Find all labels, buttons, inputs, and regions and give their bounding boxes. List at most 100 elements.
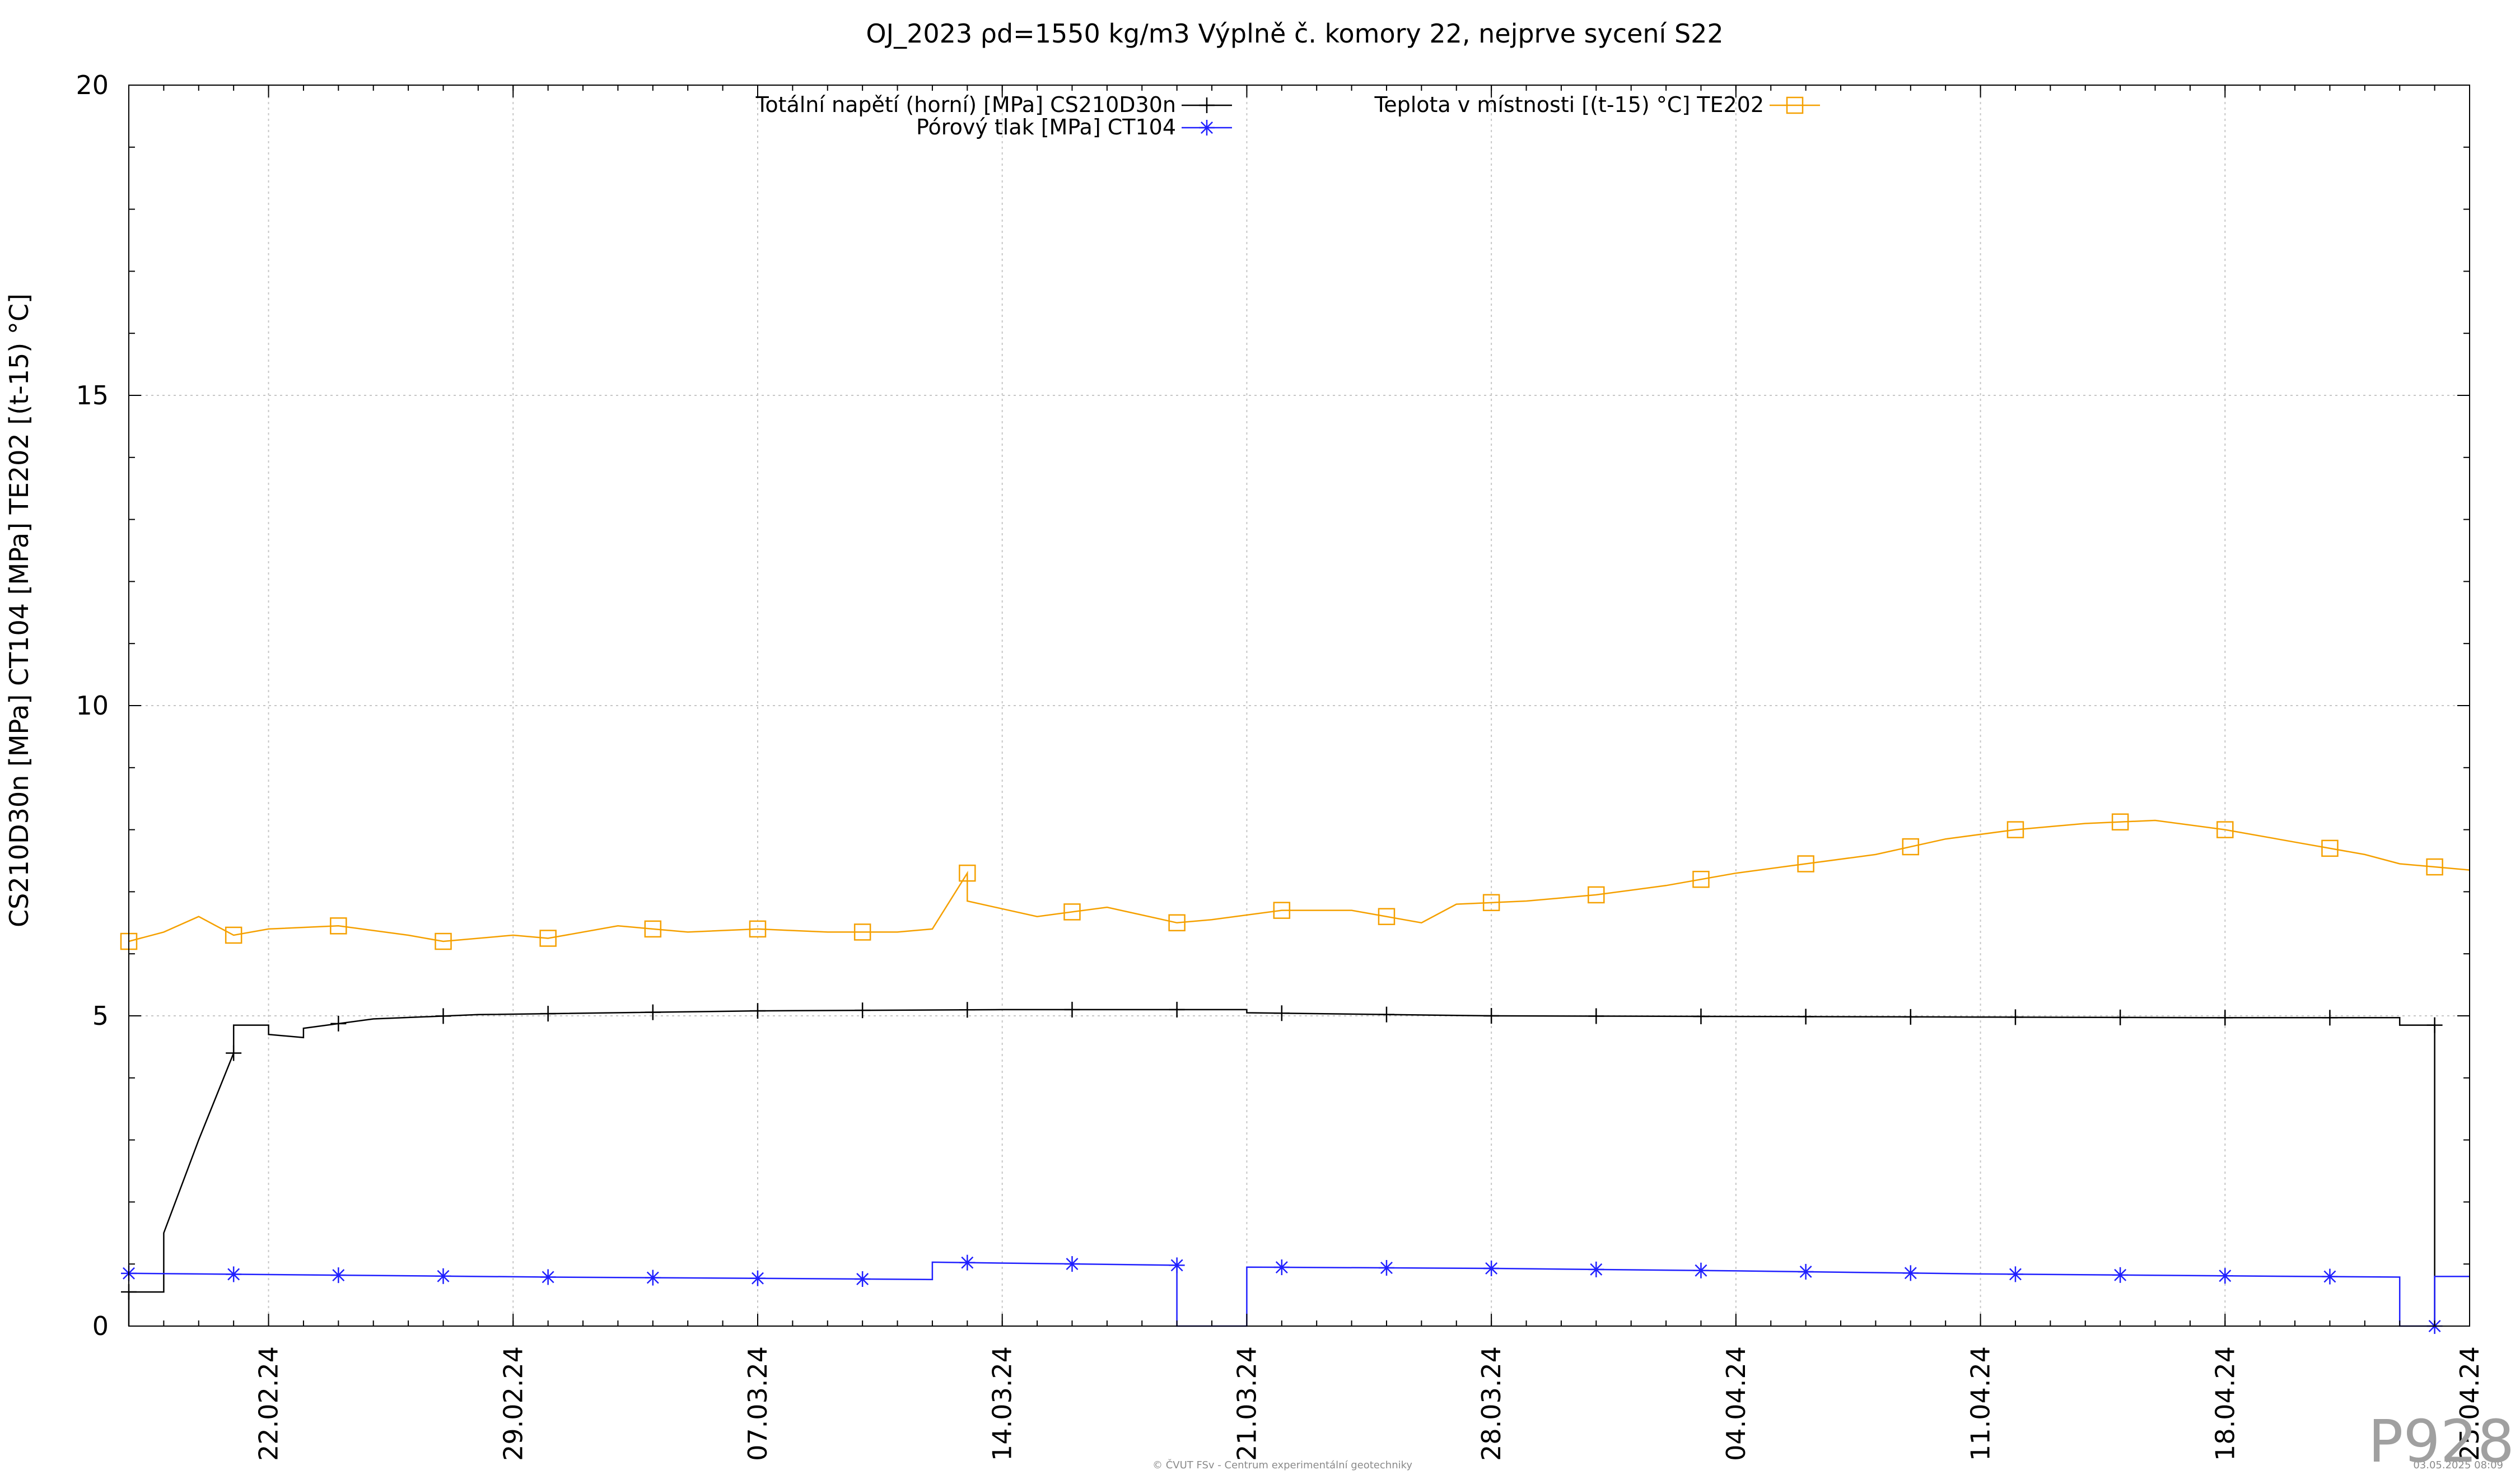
y-axis-label: CS210D30n [MPa] CT104 [MPa] TE202 [(t-15…: [4, 293, 34, 927]
series-layer: [120, 813, 2470, 1334]
data-point: [1798, 1263, 1814, 1280]
legend-label: Pórový tlak [MPa] CT104: [916, 115, 1176, 139]
x-tick-label: 14.03.24: [987, 1346, 1018, 1461]
y-tick-label: 15: [76, 380, 109, 410]
data-point: [2112, 1009, 2129, 1025]
data-point: [1273, 1259, 1290, 1276]
data-point: [435, 932, 452, 950]
x-tick-label: 07.03.24: [743, 1346, 773, 1461]
legend-entry-0: Totální napětí (horní) [MPa] CS210D30n: [755, 92, 1232, 117]
data-point: [1273, 1005, 1290, 1021]
data-point: [1588, 1008, 1604, 1024]
data-point: [2426, 1017, 2443, 1033]
x-tick-label: 04.04.24: [1721, 1346, 1751, 1461]
data-point: [853, 923, 871, 941]
data-point: [1169, 1257, 1185, 1273]
data-point: [1692, 870, 1710, 888]
data-point: [1169, 1001, 1185, 1018]
data-point: [2426, 858, 2443, 876]
data-point: [855, 1002, 871, 1019]
data-point: [749, 1003, 766, 1019]
data-point: [330, 1267, 347, 1284]
y-tick-label: 20: [76, 70, 109, 100]
data-point: [1378, 908, 1396, 925]
data-point: [2217, 1268, 2233, 1284]
legend-label: Teplota v místnosti [(t-15) °C] TE202: [1374, 92, 1764, 117]
legend: Totální napětí (horní) [MPa] CS210D30nPó…: [755, 92, 1820, 139]
data-point: [1482, 894, 1500, 912]
legend-entry-2: Teplota v místnosti [(t-15) °C] TE202: [1374, 92, 1820, 117]
y-tick-label: 5: [92, 1001, 109, 1031]
data-point: [1798, 1009, 1814, 1025]
data-point: [855, 1271, 871, 1287]
data-point: [644, 920, 662, 938]
watermark-label: P928: [2368, 1407, 2514, 1476]
data-point: [2322, 1268, 2338, 1285]
data-point: [2111, 813, 2129, 830]
data-point: [330, 1015, 347, 1032]
legend-marker: [1199, 97, 1215, 113]
data-point: [1902, 1009, 1919, 1025]
axes-layer: 0 5 10 15 20 22.02.24 29.02.24 07.03.24 14.03.24…: [76, 70, 2485, 1461]
data-point: [1902, 838, 1920, 856]
data-point: [1483, 1008, 1500, 1024]
x-tick-label: 18.04.24: [2210, 1346, 2240, 1461]
data-point: [1693, 1262, 1709, 1278]
series-0: [121, 1001, 2443, 1326]
data-point: [1902, 1265, 1919, 1281]
data-point: [2322, 1010, 2338, 1026]
data-point: [2321, 839, 2339, 857]
data-point: [1378, 1260, 1394, 1276]
legend-label: Totální napětí (horní) [MPa] CS210D30n: [755, 92, 1176, 117]
x-tick-label: 28.03.24: [1476, 1346, 1506, 1461]
data-point: [2216, 821, 2234, 838]
data-point: [1588, 886, 1605, 904]
data-point: [959, 1002, 976, 1018]
data-point: [435, 1268, 451, 1284]
data-point: [959, 1254, 976, 1271]
data-point: [2006, 821, 2024, 838]
footer-timestamp: 03.05.2025 08:09: [2413, 1459, 2503, 1471]
data-point: [645, 1270, 661, 1286]
data-point: [1693, 1008, 1709, 1024]
x-tick-label: 11.04.24: [1966, 1346, 1996, 1461]
series-2: [120, 813, 2470, 950]
data-point: [540, 1006, 556, 1022]
data-point: [959, 864, 976, 882]
data-point: [1483, 1260, 1500, 1276]
data-point: [2007, 1266, 2023, 1282]
data-point: [1063, 903, 1081, 921]
data-point: [1378, 1006, 1394, 1023]
data-point: [226, 1266, 242, 1282]
legend-marker: [1786, 96, 1804, 114]
data-point: [749, 920, 767, 938]
plot-frame: [128, 85, 2470, 1327]
legend-entry-1: Pórový tlak [MPa] CT104: [916, 115, 1232, 139]
data-point: [226, 1045, 242, 1061]
data-point: [2007, 1009, 2023, 1025]
data-point: [1064, 1001, 1080, 1018]
y-tick-label: 10: [76, 690, 109, 721]
data-point: [1273, 902, 1291, 919]
footer-copyright: © ČVUT FSv - Centrum experimentální geot…: [1152, 1459, 1412, 1471]
chart-title: OJ_2023 ρd=1550 kg/m3 Výplně č. komory 2…: [866, 18, 1723, 49]
y-tick-label: 0: [92, 1311, 109, 1341]
data-point: [1064, 1256, 1080, 1272]
data-point: [225, 926, 242, 944]
data-point: [1797, 855, 1814, 872]
data-point: [2112, 1267, 2129, 1283]
x-tick-label: 25.04.24: [2454, 1346, 2485, 1461]
data-point: [540, 1269, 556, 1285]
data-point: [330, 917, 347, 935]
x-tick-label: 21.03.24: [1231, 1346, 1262, 1461]
series-line: [128, 819, 2470, 942]
grid-lines: [129, 85, 2470, 1326]
data-point: [2217, 1010, 2233, 1026]
data-point: [1588, 1261, 1604, 1277]
data-point: [645, 1004, 661, 1020]
data-point: [435, 1008, 451, 1024]
x-tick-label: 29.02.24: [498, 1346, 528, 1461]
data-point: [1168, 914, 1186, 932]
